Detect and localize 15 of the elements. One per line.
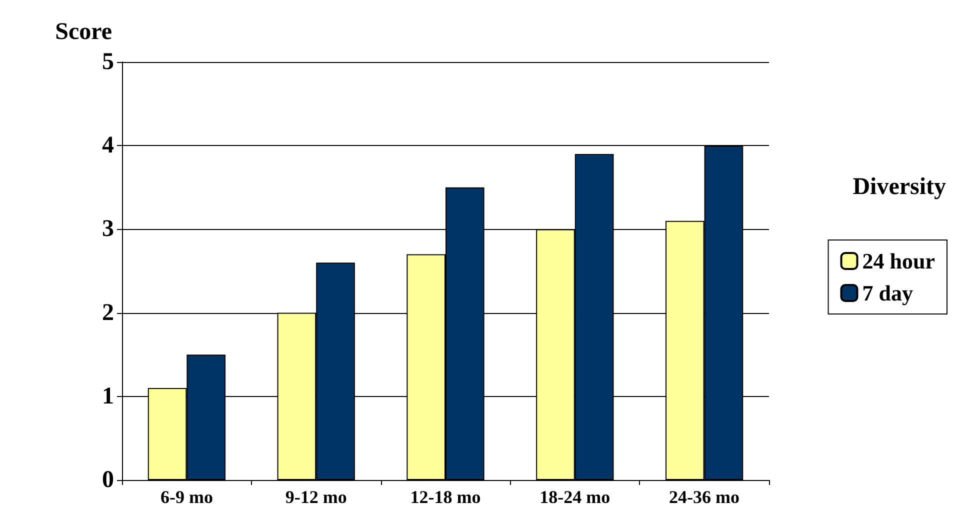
legend-title: Diversity: [852, 174, 946, 200]
y-tick-label: 1: [102, 383, 114, 410]
y-tick-label: 0: [102, 467, 114, 493]
y-tick-label: 5: [102, 49, 114, 75]
y-tick-label: 2: [102, 300, 114, 326]
x-tick-label: 18-24 mo: [540, 487, 610, 507]
y-axis-title: Score: [55, 19, 112, 45]
legend-label: 7 day: [862, 280, 914, 306]
y-tick-label: 3: [102, 216, 114, 242]
x-tick-label: 24-36 mo: [669, 487, 740, 507]
x-tick-label: 9-12 mo: [285, 487, 347, 507]
y-tick-label: 4: [102, 132, 114, 159]
legend-label: 24 hour: [862, 248, 936, 274]
x-tick-label: 12-18 mo: [410, 487, 481, 507]
x-tick-label: 6-9 mo: [160, 487, 213, 507]
